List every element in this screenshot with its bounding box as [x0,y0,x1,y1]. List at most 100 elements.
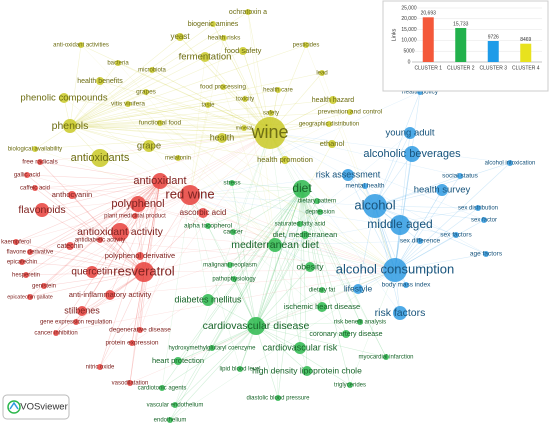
node [157,120,163,126]
edge [39,132,271,163]
node-label: protein expression [105,340,158,347]
node [152,173,168,189]
node-label: middle aged [367,217,432,231]
edge [212,23,271,134]
edge [244,98,276,246]
edge [189,194,231,266]
node [383,258,407,282]
edge [374,205,485,221]
node [59,93,69,103]
edge [81,180,161,312]
node [159,385,165,391]
edge [301,188,361,323]
edge [189,194,457,236]
edge [26,174,161,182]
node-label: health survey [414,185,471,196]
node-label: gallic acid [14,173,40,179]
node-label: health policy [402,89,439,96]
node-label: cancer inhibition [34,331,77,337]
edge [169,269,396,421]
edge [269,132,301,349]
edge [29,194,191,298]
node-label: ischemic heart disease [284,302,360,311]
edge [274,244,396,271]
node [41,283,47,289]
edge [39,161,161,182]
node-label: risk assessment [316,169,381,179]
edge [69,111,351,127]
node-label: red wine [165,186,214,201]
edge [299,188,303,349]
edge [189,137,223,196]
node-label: alcohol [354,197,395,212]
edge [25,194,191,276]
node [125,101,131,107]
node [314,198,320,204]
node [105,290,115,300]
node-label: health hazard [312,97,355,104]
node-label: fermentation [179,52,232,63]
value-label: 20,693 [421,11,437,17]
node [230,229,236,235]
node [202,294,214,306]
edge [179,36,396,271]
logo-box [2,394,70,420]
edge [301,188,323,291]
edge [299,223,396,271]
node-label: phenolic compounds [20,93,107,104]
node [13,239,19,245]
node-label: epicatechin gallate [7,294,53,300]
logo: VOSviewer [2,394,70,420]
edge [148,132,271,147]
node [237,366,243,372]
node-label: health promotion [257,155,313,164]
node [342,169,354,181]
edge [189,91,421,196]
node-label: body mass index [382,282,432,289]
edge [211,188,303,349]
node-label: anti-oxidant activities [53,43,109,49]
edge [109,180,161,296]
edge [177,325,257,362]
node-label: kaempferol [1,240,31,246]
node [229,180,235,186]
node-label: risk benefit analysis [334,320,386,326]
edge [99,271,145,368]
edge [374,91,421,207]
node [24,172,30,178]
y-tick-label: 15,000 [401,27,417,33]
edge [232,188,303,233]
bar [422,17,434,62]
node [172,402,178,408]
node [326,121,332,127]
node [317,302,327,312]
node-label: food processing [200,84,246,91]
node [436,184,448,196]
edge [229,264,257,327]
node [393,306,407,320]
edge [269,132,396,271]
node-label: quercetin [71,267,112,278]
node [297,221,303,227]
edge [239,188,303,370]
node [143,140,155,152]
edge [148,132,271,147]
node [353,284,363,294]
edge [231,182,257,327]
edge [69,123,330,127]
node [305,262,315,272]
node-label: dietary pattern [298,199,336,205]
edge [211,244,276,349]
edge [139,180,161,257]
node-label: prevention and control [318,109,383,116]
edge [394,189,443,271]
node [457,173,463,179]
edge [394,162,511,271]
edge [232,231,257,327]
edge [39,161,145,273]
node [137,327,143,333]
edge [69,11,249,127]
edge [394,253,487,271]
edge [69,125,245,129]
edge [69,125,286,161]
